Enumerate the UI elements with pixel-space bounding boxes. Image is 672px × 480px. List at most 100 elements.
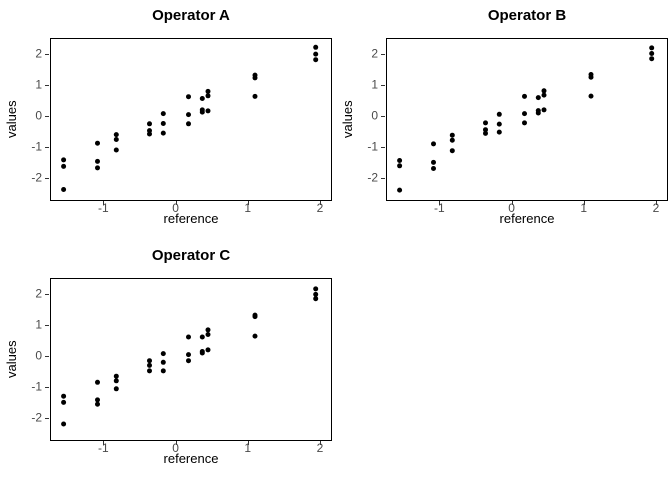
data-point (147, 358, 152, 364)
x-tick-mark (247, 201, 249, 205)
chart-title: Operator B (487, 7, 567, 24)
data-point (252, 333, 258, 339)
data-point (535, 110, 541, 116)
data-point (205, 93, 211, 99)
data-point (113, 378, 119, 384)
subplot-operator-b: Operator B values reference -1 0 1 2 -2 -1 0 1 2 (336, 0, 672, 240)
data-point (397, 158, 403, 163)
data-point (449, 137, 455, 143)
data-point (313, 286, 319, 292)
x-tick-label: 2 (316, 441, 324, 455)
data-point (205, 88, 211, 94)
data-point (449, 148, 455, 154)
data-point (522, 120, 527, 126)
x-axis-label: reference (499, 211, 555, 226)
chart-title: Operator A (152, 7, 230, 24)
x-axis-label: reference (163, 211, 219, 226)
y-tick-label: 1 (371, 77, 378, 92)
data-point (186, 352, 191, 358)
plot-panel (386, 38, 668, 201)
data-point (431, 141, 436, 147)
x-tick-mark (583, 201, 585, 205)
data-point (186, 112, 191, 118)
x-tick-mark (320, 441, 322, 445)
data-point (449, 132, 455, 138)
y-tick-label: -1 (31, 379, 42, 394)
data-point (113, 386, 119, 392)
x-tick-mark (175, 441, 177, 445)
data-point (61, 187, 67, 192)
x-tick-mark (511, 201, 513, 205)
x-tick-label: 0 (508, 201, 515, 215)
data-point (431, 159, 436, 165)
y-tick-label: 0 (35, 108, 42, 123)
data-point (588, 93, 594, 99)
subplot-operator-a: Operator A values reference -1 0 1 2 -2 -1 0 1 2 (0, 0, 336, 240)
data-point (61, 163, 67, 169)
data-point (199, 334, 205, 340)
data-point (541, 88, 547, 94)
y-tick-label: -2 (31, 170, 42, 185)
x-axis-label: reference (163, 451, 219, 466)
data-point (588, 74, 594, 80)
data-point (397, 187, 403, 193)
data-point (186, 121, 191, 127)
data-point (483, 120, 488, 126)
data-point (113, 147, 119, 153)
chart-title: Operator C (151, 247, 231, 264)
y-tick-label: 2 (371, 46, 378, 61)
subplot-operator-c: Operator C values reference -1 0 1 2 -2 -1 0 1 2 (0, 240, 336, 480)
data-point (541, 107, 547, 113)
data-point (61, 393, 67, 399)
y-tick-label: 0 (371, 108, 378, 123)
data-point (95, 158, 100, 164)
y-tick-mark (45, 146, 49, 148)
scatter-points-layer (397, 45, 655, 193)
data-point (522, 93, 527, 99)
data-point (522, 111, 527, 117)
data-point (483, 130, 488, 136)
data-point (160, 368, 166, 374)
data-point (95, 397, 100, 403)
data-point (483, 127, 488, 133)
y-tick-mark (381, 54, 385, 56)
y-tick-mark (45, 325, 49, 327)
y-tick-label: -2 (31, 410, 42, 425)
data-point (186, 334, 191, 340)
data-point (160, 359, 166, 365)
y-tick-label: 0 (35, 348, 42, 363)
x-tick-mark (103, 441, 105, 445)
y-tick-mark (381, 177, 385, 179)
data-point (160, 111, 166, 117)
x-tick-mark (439, 201, 441, 205)
x-tick-mark (247, 441, 249, 445)
data-point (95, 140, 100, 146)
y-tick-label: -2 (367, 170, 378, 185)
y-tick-mark (381, 85, 385, 87)
data-point (113, 137, 119, 142)
y-tick-mark (45, 116, 49, 118)
x-tick-label: -1 (97, 441, 109, 455)
data-point (186, 94, 191, 100)
y-tick-mark (45, 294, 49, 296)
data-point (205, 108, 211, 114)
x-tick-label: 2 (652, 201, 660, 215)
x-tick-label: 2 (316, 201, 324, 215)
data-point (113, 132, 119, 138)
x-tick-label: 1 (244, 201, 252, 215)
y-tick-label: 2 (35, 286, 42, 301)
x-tick-label: 0 (172, 441, 179, 455)
data-point (313, 296, 319, 302)
data-point (252, 93, 258, 99)
x-tick-label: -1 (97, 201, 109, 215)
data-point (649, 45, 655, 51)
y-tick-mark (45, 417, 49, 419)
data-point (313, 51, 319, 57)
scatter-points-layer (61, 286, 319, 427)
x-tick-label: 0 (172, 201, 179, 215)
data-point (649, 51, 655, 56)
data-point (95, 165, 100, 171)
data-point (147, 131, 152, 137)
data-point (649, 56, 655, 62)
